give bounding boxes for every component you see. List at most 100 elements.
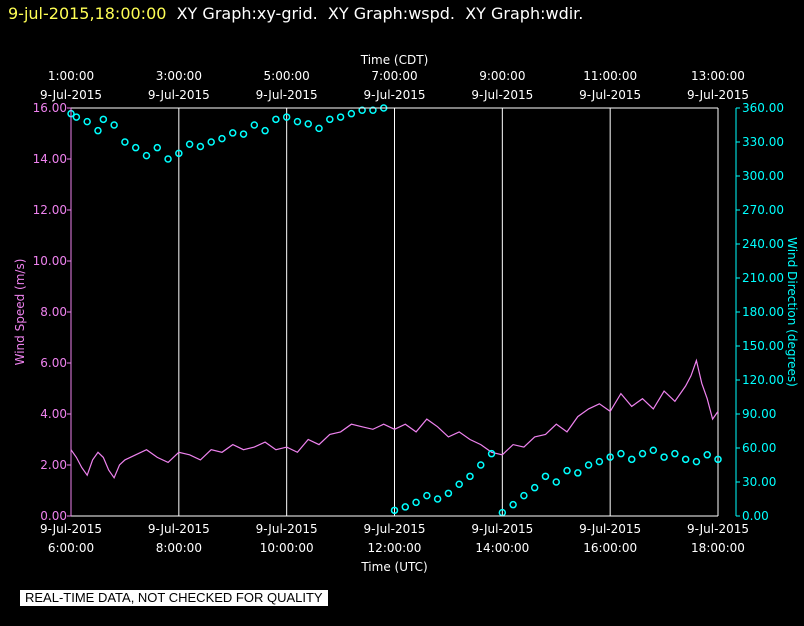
wind-direction-point xyxy=(638,449,647,458)
wind-direction-point xyxy=(617,449,625,458)
wind-speed-line xyxy=(70,358,719,480)
axes: 0.00 2.00 4.00 6.00 8.00 10.00 12.00 14.00 16.00… xyxy=(13,53,799,574)
right-tick-label: 180.00 xyxy=(742,305,784,319)
wind-direction-point xyxy=(455,480,463,489)
top-tick-date: 9-Jul-2015 xyxy=(40,88,102,102)
left-tick-label: 12.00 xyxy=(33,203,67,217)
bottom-tick-time: 8:00:00 xyxy=(156,541,202,555)
right-tick-label: 90.00 xyxy=(742,407,776,421)
wind-direction-point xyxy=(293,117,302,126)
wind-direction-point xyxy=(584,461,593,469)
left-tick-label: 14.00 xyxy=(33,152,67,166)
wind-direction-point xyxy=(552,478,560,486)
wind-direction-point xyxy=(83,117,91,126)
wind-direction-point xyxy=(304,120,312,128)
bottom-tick-date: 9-Jul-2015 xyxy=(256,522,318,536)
wind-direction-point xyxy=(72,113,81,121)
top-tick-date: 9-Jul-2015 xyxy=(364,88,426,102)
graph-title-wspd: XY Graph:wspd. xyxy=(327,4,456,23)
wind-direction-point xyxy=(261,126,269,135)
right-tick-label: 30.00 xyxy=(742,475,776,489)
wind-direction-point xyxy=(110,121,118,129)
wind-direction-point xyxy=(714,455,722,464)
wind-direction-point xyxy=(315,124,323,133)
wind-direction-point xyxy=(541,472,550,481)
wind-direction-point xyxy=(477,461,485,469)
wind-direction-point xyxy=(336,113,345,121)
left-tick-label: 8.00 xyxy=(40,305,67,319)
top-tick-time: 7:00:00 xyxy=(371,69,417,83)
wind-direction-point xyxy=(487,449,496,458)
right-tick-label: 210.00 xyxy=(742,271,784,285)
wind-direction-point xyxy=(121,138,129,146)
right-axis-title: Wind Direction (degrees) xyxy=(785,237,799,387)
top-tick-time: 9:00:00 xyxy=(479,69,525,83)
wind-direction-point xyxy=(681,455,690,464)
left-axis-title: Wind Speed (m/s) xyxy=(13,259,27,366)
top-tick-date: 9-Jul-2015 xyxy=(687,88,749,102)
top-axis-title: Time (CDT) xyxy=(360,53,429,67)
wind-direction-point xyxy=(433,495,442,503)
bottom-axis-title: Time (UTC) xyxy=(360,560,427,574)
top-tick-date: 9-Jul-2015 xyxy=(256,88,318,102)
bottom-tick-time: 12:00:00 xyxy=(368,541,422,555)
right-tick-label: 240.00 xyxy=(742,237,784,251)
bottom-tick-time: 16:00:00 xyxy=(583,541,637,555)
wind-direction-point xyxy=(423,491,431,500)
right-tick-label: 60.00 xyxy=(742,441,776,455)
graph-title-wdir: XY Graph:wdir. xyxy=(465,4,584,23)
wind-direction-point xyxy=(207,138,215,146)
quality-disclaimer: REAL-TIME DATA, NOT CHECKED FOR QUALITY xyxy=(20,590,328,606)
bottom-tick-time: 14:00:00 xyxy=(475,541,529,555)
bottom-tick-date: 9-Jul-2015 xyxy=(687,522,749,536)
left-tick-label: 6.00 xyxy=(40,356,67,370)
wind-direction-point xyxy=(94,126,102,135)
wind-direction-point xyxy=(282,113,291,121)
bottom-tick-date: 9-Jul-2015 xyxy=(364,522,426,536)
wind-direction-point xyxy=(239,130,248,138)
bottom-tick-time: 18:00:00 xyxy=(691,541,745,555)
wind-direction-point xyxy=(595,457,604,466)
wind-direction-point xyxy=(164,155,172,163)
wind-direction-point xyxy=(703,451,711,459)
wind-direction-point xyxy=(412,498,420,507)
top-tick-date: 9-Jul-2015 xyxy=(471,88,533,102)
wind-direction-point xyxy=(229,129,237,137)
graph-header: 9-jul-2015,18:00:00 XY Graph:xy-grid. XY… xyxy=(8,4,583,23)
timestamp: 9-jul-2015,18:00:00 xyxy=(8,4,167,23)
right-tick-label: 270.00 xyxy=(742,203,784,217)
bottom-tick-date: 9-Jul-2015 xyxy=(148,522,210,536)
wind-direction-point xyxy=(401,503,410,511)
wind-direction-point xyxy=(358,106,366,115)
wind-direction-point xyxy=(444,489,453,498)
wind-direction-point xyxy=(563,466,571,475)
top-tick-time: 13:00:00 xyxy=(691,69,745,83)
wind-direction-point xyxy=(250,121,259,129)
wind-direction-point xyxy=(369,106,377,115)
wind-direction-point xyxy=(509,500,517,509)
right-tick-label: 120.00 xyxy=(742,373,784,387)
wind-direction-point xyxy=(660,453,668,461)
left-tick-label: 4.00 xyxy=(40,407,67,421)
wind-direction-point xyxy=(520,491,528,500)
wind-direction-point xyxy=(606,453,614,461)
wind-direction-point xyxy=(692,457,701,466)
wind-direction-point xyxy=(347,109,356,118)
bottom-tick-time: 10:00:00 xyxy=(260,541,314,555)
top-tick-date: 9-Jul-2015 xyxy=(148,88,210,102)
right-tick-label: 300.00 xyxy=(742,169,784,183)
wind-direction-point xyxy=(131,143,140,152)
wind-direction-point xyxy=(142,151,151,160)
top-tick-date: 9-Jul-2015 xyxy=(579,88,641,102)
right-tick-label: 150.00 xyxy=(742,339,784,353)
left-tick-label: 10.00 xyxy=(33,254,67,268)
wind-direction-point xyxy=(627,455,636,464)
wind-direction-point xyxy=(153,143,162,152)
right-tick-label: 360.00 xyxy=(742,101,784,115)
wind-direction-point xyxy=(218,134,226,143)
left-tick-label: 16.00 xyxy=(33,101,67,115)
bottom-tick-date: 9-Jul-2015 xyxy=(40,522,102,536)
wind-direction-point xyxy=(272,115,280,124)
right-tick-label: 330.00 xyxy=(742,135,784,149)
